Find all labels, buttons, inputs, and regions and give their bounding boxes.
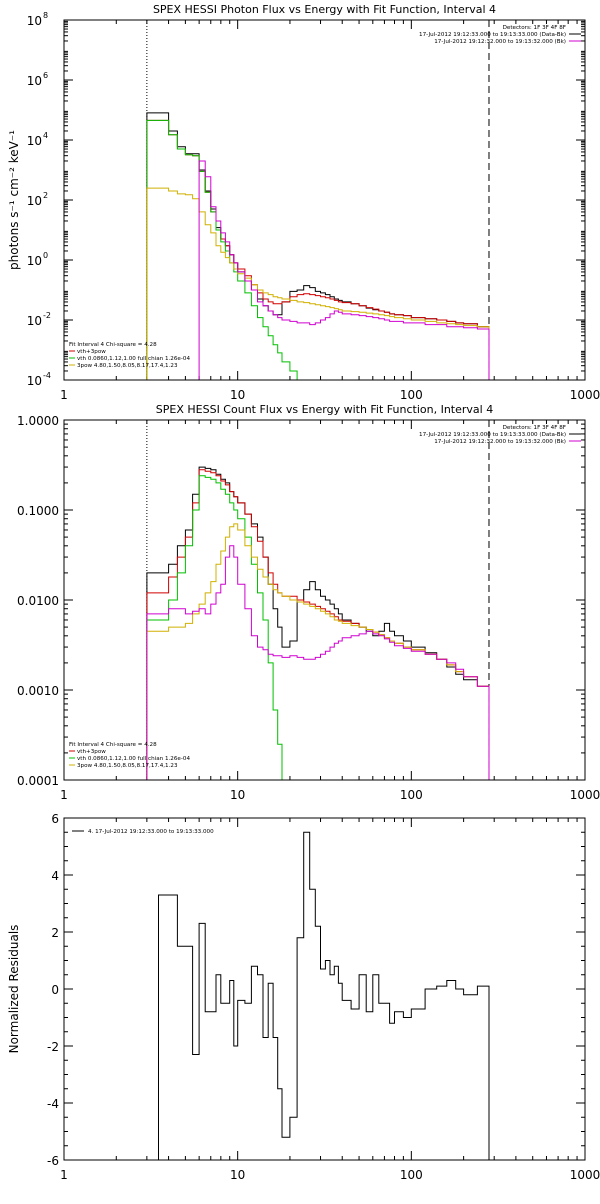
chart-1-y-tick-label: 10 (27, 134, 42, 148)
chart-2-legend-bottom-text: vth 0.0860,1.12,1.00 full chian 1.26e-04 (77, 756, 190, 762)
chart-2-y-tick-label: 1.0000 (17, 414, 59, 428)
chart-3-legend-top-text: 4. 17-Jul-2012 19:12:33.000 to 19:13:33.… (88, 829, 214, 835)
chart-3-y-tick-label: -6 (47, 1154, 59, 1168)
chart-3-y-tick-label: 4 (51, 869, 59, 883)
chart-1-legend-top-text: 17-Jul-2012 19:12:33.000 to 19:13:33.000… (419, 32, 566, 38)
chart-1-legend-bottom-text: Fit Interval 4 Chi-square = 4.28 (69, 342, 157, 348)
chart-1-y-tick-exponent: -2 (43, 311, 51, 320)
chart-1-legend-bottom-text: vth 0.0860,1.12,1.00 full chian 1.26e-04 (77, 356, 190, 362)
chart-2-y-tick-label: 0.1000 (17, 504, 59, 518)
chart-1-series-2 (146, 119, 490, 380)
chart-2-series-5 (146, 545, 490, 780)
chart-1-series-5 (198, 160, 490, 380)
chart-1-x-tick-label: 1 (60, 388, 68, 402)
chart-3-y-tick-label: 0 (51, 983, 59, 997)
chart-2-series-group (146, 466, 490, 780)
chart-3-series-1 (146, 831, 490, 1160)
chart-2-y-tick-label: 0.0001 (17, 774, 59, 788)
chart-2-y-tick-label: 0.0100 (17, 594, 59, 608)
chart-2-x-tick-label: 1 (60, 788, 68, 802)
chart-1-y-tick-exponent: 0 (43, 251, 48, 260)
chart-3-x-tick-label: 10 (230, 1168, 245, 1182)
chart-1-legend-bottom-text: vth+3pow (77, 349, 106, 355)
chart-2-x-tick-label: 1000 (570, 788, 600, 802)
chart-2-legend-top-text: 17-Jul-2012 19:12:32.000 to 19:13:32.000… (434, 439, 566, 445)
chart-2-title: SPEX HESSI Count Flux vs Energy with Fit… (156, 403, 493, 416)
chart-3-x-tick-label: 1 (60, 1168, 68, 1182)
chart-2-y-tick-label: 0.0010 (17, 684, 59, 698)
chart-1-series-1 (146, 112, 490, 380)
chart-2-legend-bottom-text: vth+3pow (77, 749, 106, 755)
chart-2-series-4 (146, 523, 490, 780)
chart-3-series-group (146, 831, 490, 1160)
chart-2-axes-frame (63, 419, 586, 781)
chart-1-x-tick-label: 100 (400, 388, 423, 402)
chart-1-legend-bottom-text: 3pow 4.80,1.50,8.05,8.17,17.4,1.23 (77, 363, 178, 369)
chart-2-legend-top-text: 17-Jul-2012 19:12:33.000 to 19:13:33.000… (419, 432, 566, 438)
chart-1-series-4 (146, 187, 490, 380)
chart-1-title: SPEX HESSI Photon Flux vs Energy with Fi… (153, 3, 496, 16)
chart-1-x-tick-label: 1000 (570, 388, 600, 402)
chart-3-y-tick-label: -2 (47, 1040, 59, 1054)
chart-1-y-tick-exponent: 2 (43, 191, 48, 200)
chart-1-axes-frame (63, 19, 586, 381)
chart-3-y-axis-label: Normalized Residuals (7, 925, 21, 1054)
chart-3-axes-frame (63, 817, 586, 1161)
chart-3-x-tick-label: 100 (400, 1168, 423, 1182)
chart-3-x-tick-label: 1000 (570, 1168, 600, 1182)
chart-1-y-tick-exponent: 6 (43, 71, 48, 80)
chart-1-series-group (146, 112, 490, 380)
chart-1-y-tick-label: 10 (27, 374, 42, 388)
chart-1-legend-top-text: Detectors: 1F 3F 4F 8F (503, 25, 566, 31)
chart-3-y-tick-label: -4 (47, 1097, 59, 1111)
chart-2-series-3 (146, 475, 290, 780)
chart-1-series-3 (146, 119, 304, 380)
chart-1-y-tick-label: 10 (27, 254, 42, 268)
chart-2-series-1 (146, 466, 490, 780)
chart-1-y-axis-label: photons s⁻¹ cm⁻² keV⁻¹ (7, 130, 21, 270)
chart-1-y-tick-exponent: 8 (43, 11, 48, 20)
chart-1-y-tick-label: 10 (27, 194, 42, 208)
chart-1-x-tick-label: 10 (230, 388, 245, 402)
chart-2-legend-top-text: Detectors: 1F 3F 4F 8F (503, 425, 566, 431)
chart-3-y-tick-label: 6 (51, 812, 59, 826)
chart-2: SPEX HESSI Count Flux vs Energy with Fit… (17, 403, 600, 802)
chart-2-x-tick-label: 100 (400, 788, 423, 802)
chart-1-legend-top-text: 17-Jul-2012 19:12:32.000 to 19:13:32.000… (434, 39, 566, 45)
chart-2-series-2 (146, 469, 490, 780)
chart-1-y-tick-exponent: 4 (43, 131, 48, 140)
chart-1-y-tick-label: 10 (27, 314, 42, 328)
chart-1-y-tick-label: 10 (27, 14, 42, 28)
chart-1-y-tick-exponent: -4 (43, 371, 51, 380)
chart-3: Normalized Residuals 1 10 100 1000 6 4 2 0 -2 -4 -6… (7, 812, 600, 1182)
chart-1: SPEX HESSI Photon Flux vs Energy with Fi… (7, 3, 600, 402)
chart-1-y-tick-label: 10 (27, 74, 42, 88)
chart-2-legend-bottom-text: Fit Interval 4 Chi-square = 4.28 (69, 742, 157, 748)
chart-2-legend-bottom-text: 3pow 4.80,1.50,8.05,8.17,17.4,1.23 (77, 763, 178, 769)
chart-3-y-tick-label: 2 (51, 926, 59, 940)
chart-2-x-tick-label: 10 (230, 788, 245, 802)
